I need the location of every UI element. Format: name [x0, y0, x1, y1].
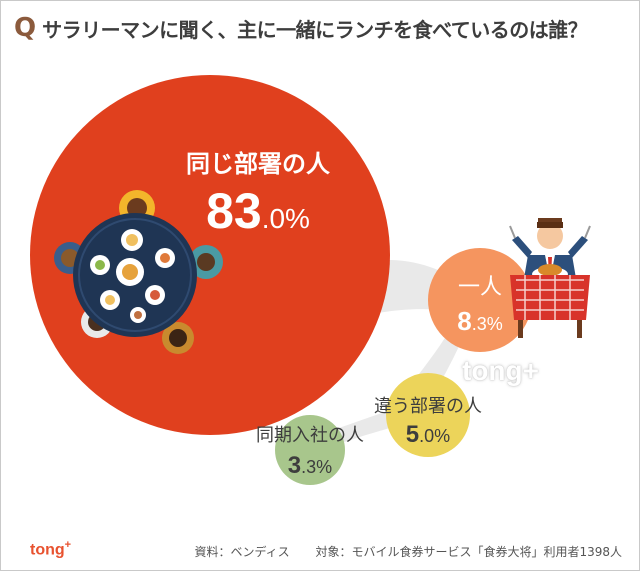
- brand-logo-plus: +: [64, 539, 72, 551]
- bubble-same-cohort: [275, 415, 345, 485]
- source-text: 資料：ベンディス: [194, 545, 290, 559]
- value-label-other-department: 5.0%: [406, 421, 450, 448]
- category-label-other-department: 違う部署の人: [374, 396, 482, 417]
- value-label-same-cohort: 3.3%: [288, 452, 332, 479]
- category-label-same-cohort: 同期入社の人: [256, 425, 364, 446]
- target-text: 対象：モバイル食券サービス「食券大将」利用者1398人: [315, 545, 622, 559]
- brand-logo: tong+: [30, 539, 71, 559]
- brand-logo-text: tong: [30, 541, 65, 559]
- watermark-text: tong+: [462, 355, 539, 386]
- businessman-eating-icon: [509, 218, 591, 338]
- page-title: Q サラリーマンに聞く、主に一緒にランチを食べているのは誰？: [14, 10, 588, 46]
- value-label-same-department: 83.0%: [206, 183, 310, 239]
- bubble-alone: [428, 248, 532, 352]
- dining-table-icon: [54, 190, 223, 354]
- category-label-alone: 一人: [458, 275, 502, 300]
- question-mark-label: Q: [14, 13, 37, 43]
- bubble-other-department: [386, 373, 470, 457]
- value-label-alone: 8.3%: [457, 306, 503, 336]
- category-label-same-department: 同じ部署の人: [186, 150, 330, 178]
- source-line: 資料：ベンディス 対象：モバイル食券サービス「食券大将」利用者1398人: [194, 543, 622, 560]
- title-text: サラリーマンに聞く、主に一緒にランチを食べているのは誰？: [42, 17, 588, 42]
